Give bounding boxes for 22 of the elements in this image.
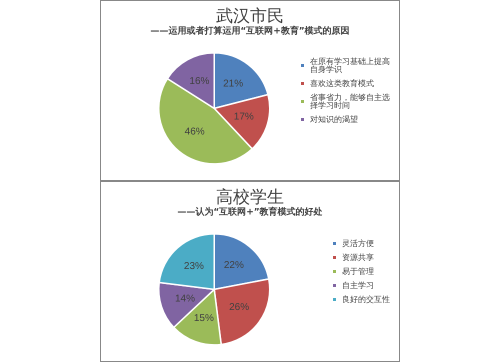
legend-label: 易于管理 bbox=[342, 267, 374, 276]
data-label: 46% bbox=[184, 126, 205, 138]
data-label: 21% bbox=[223, 78, 244, 90]
legend-label: 省事省力，能够自主选择学习时间 bbox=[310, 93, 390, 110]
legend-label: 在原有学习基础上提高自身学识 bbox=[310, 57, 390, 74]
chart-subtitle: ——认为“互联网+”教育模式的好处 bbox=[177, 206, 323, 218]
data-label: 26% bbox=[229, 302, 250, 313]
data-label: 17% bbox=[234, 111, 254, 122]
legend-label: 喜欢这类教育模式 bbox=[310, 79, 374, 88]
legend-label: 良好的交互性 bbox=[342, 295, 390, 304]
chart-title: 武汉市民 bbox=[216, 6, 284, 26]
data-label: 16% bbox=[189, 76, 210, 87]
chart-subtitle: ——运用或者打算运用“互联网+教育”模式的原因 bbox=[150, 24, 350, 36]
legend-label: 对知识的渴望 bbox=[310, 115, 358, 124]
data-label: 14% bbox=[174, 293, 196, 304]
legend-label: 资源共享 bbox=[342, 253, 374, 262]
chart-title: 高校学生 bbox=[216, 188, 284, 208]
data-label: 15% bbox=[194, 312, 214, 324]
data-label: 22% bbox=[224, 260, 244, 272]
legend-label: 自主学习 bbox=[342, 281, 374, 290]
legend-label: 灵活方便 bbox=[342, 239, 374, 248]
data-label: 23% bbox=[184, 260, 204, 272]
